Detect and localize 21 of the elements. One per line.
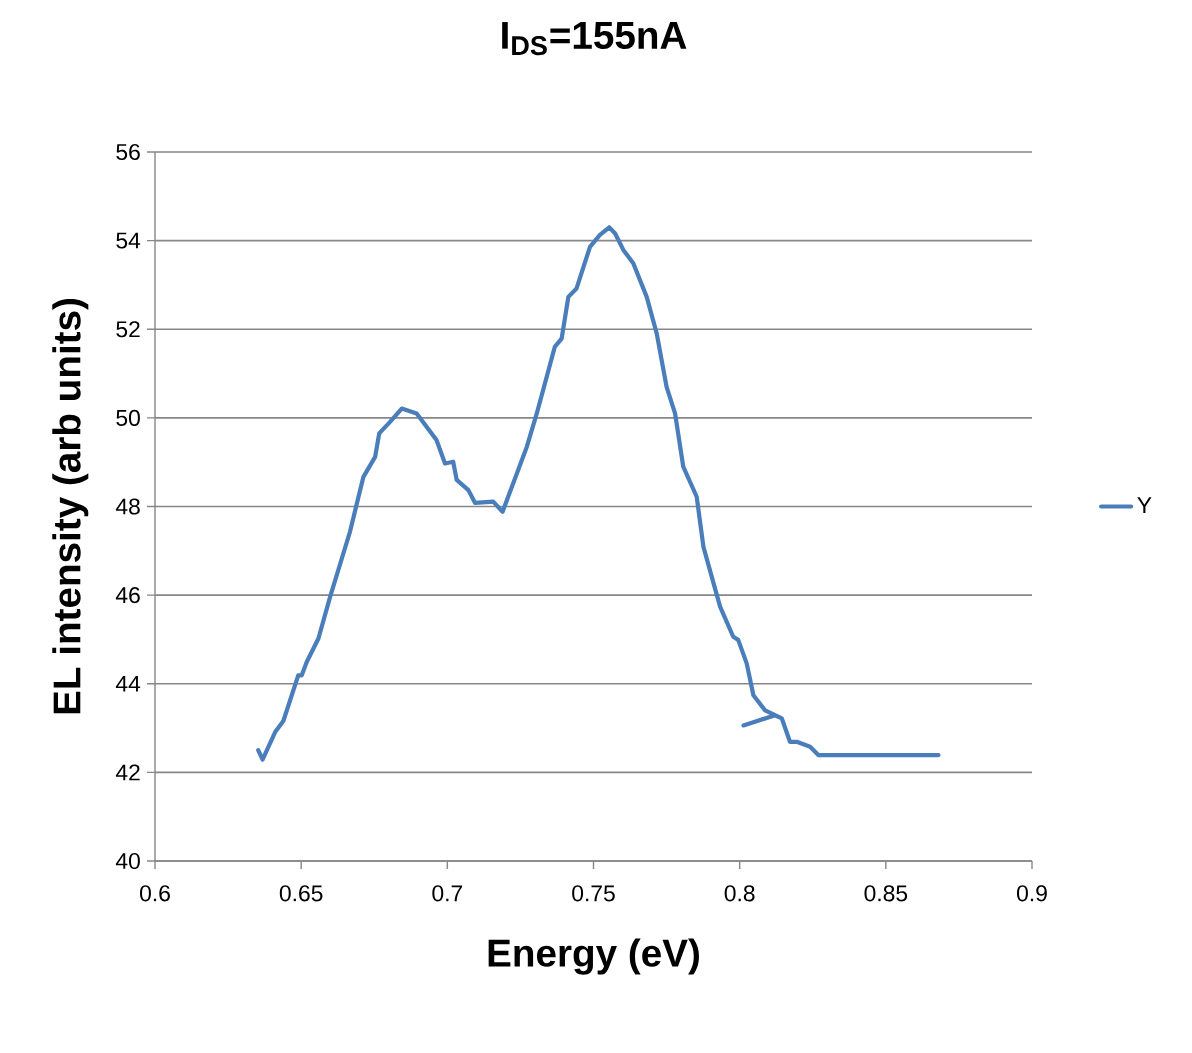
x-tick-label: 0.75 xyxy=(572,885,615,902)
x-tick-label: 0.85 xyxy=(864,885,908,902)
legend-label: Y xyxy=(1137,497,1152,514)
x-tick-label: 0.65 xyxy=(279,885,323,902)
y-tick-label: 46 xyxy=(115,587,140,604)
y-tick-label: 56 xyxy=(116,143,140,161)
chart-title: I$_{DS}$=155nA xyxy=(502,22,687,56)
y-axis-title: EL intensity (arb units) xyxy=(52,299,89,714)
y-tick-label: 40 xyxy=(115,852,140,870)
x-tick-label: 0.7 xyxy=(432,885,463,902)
y-tick-label: 52 xyxy=(116,321,140,338)
x-tick-label: 0.8 xyxy=(724,885,755,902)
x-axis-title: Energy (eV) xyxy=(488,938,699,975)
line-series xyxy=(256,225,941,762)
y-tick-label: 42 xyxy=(115,764,140,781)
x-tick-label: 0.9 xyxy=(1017,885,1047,902)
x-tick-label: 0.6 xyxy=(140,885,170,902)
y-tick-label: 44 xyxy=(115,675,141,692)
y-tick-label: 50 xyxy=(116,409,140,426)
y-tick-label: 54 xyxy=(116,232,141,249)
y-tick-label: 48 xyxy=(115,498,140,515)
